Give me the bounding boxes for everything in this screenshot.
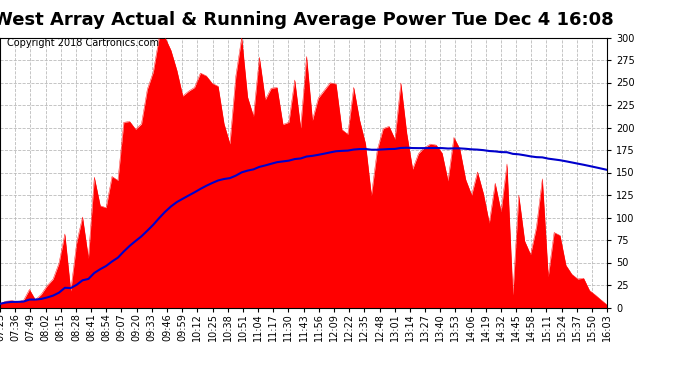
- Text: Copyright 2018 Cartronics.com: Copyright 2018 Cartronics.com: [7, 38, 159, 48]
- Text: West Array Actual & Running Average Power Tue Dec 4 16:08: West Array Actual & Running Average Powe…: [0, 11, 614, 29]
